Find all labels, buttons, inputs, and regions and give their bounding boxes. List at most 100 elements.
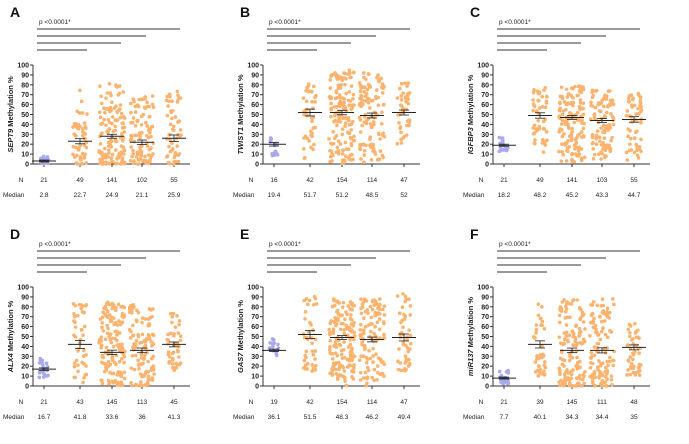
median-row-label: Median — [233, 414, 255, 421]
data-point — [375, 320, 380, 325]
data-point — [113, 124, 118, 129]
data-point — [399, 368, 404, 373]
data-point — [333, 136, 337, 141]
data-point — [359, 297, 363, 302]
data-point — [569, 376, 574, 381]
data-point — [630, 338, 634, 342]
data-point — [381, 360, 385, 364]
median-value: 22.7 — [74, 192, 87, 199]
data-point — [73, 320, 77, 325]
data-point — [72, 314, 77, 319]
data-point — [334, 322, 339, 326]
data-point — [625, 109, 630, 113]
data-point — [107, 382, 111, 386]
data-point — [607, 316, 611, 320]
data-point — [568, 111, 573, 116]
data-point — [590, 135, 595, 140]
data-point — [590, 361, 595, 366]
n-value: 39 — [536, 399, 544, 406]
data-point — [129, 380, 133, 385]
data-point — [115, 118, 120, 122]
data-point — [351, 370, 356, 374]
data-point — [607, 359, 612, 364]
data-point — [563, 309, 568, 314]
y-axis-label: miR137 Methylation % — [466, 297, 475, 377]
data-point — [594, 142, 599, 147]
y-tick-label: 40 — [481, 122, 489, 129]
data-point — [540, 141, 545, 145]
data-point — [363, 94, 368, 98]
data-point — [132, 159, 136, 163]
data-point — [612, 302, 616, 307]
data-point — [149, 146, 153, 150]
data-point — [341, 300, 346, 305]
data-point — [597, 374, 602, 379]
data-point — [108, 332, 113, 336]
data-point — [602, 136, 607, 140]
data-point — [362, 153, 367, 157]
data-point — [152, 372, 156, 376]
y-tick-label: 40 — [251, 344, 259, 351]
median-value: 48.3 — [336, 414, 349, 421]
data-point — [365, 381, 369, 386]
data-point — [79, 306, 83, 311]
data-point — [404, 297, 408, 302]
data-point — [596, 102, 600, 107]
data-point — [540, 94, 544, 99]
data-point — [97, 110, 102, 115]
data-point — [374, 352, 378, 356]
data-point — [143, 343, 148, 348]
data-point — [566, 149, 570, 154]
data-point — [632, 103, 637, 108]
data-point — [171, 311, 176, 316]
data-point — [330, 356, 335, 361]
data-point — [73, 375, 78, 380]
data-point — [583, 370, 587, 374]
data-point — [593, 375, 598, 380]
median-value: 48.5 — [366, 192, 379, 199]
data-point — [122, 360, 126, 365]
data-point — [118, 115, 123, 120]
data-point — [583, 327, 587, 331]
y-tick-label: 60 — [251, 324, 259, 331]
data-point — [639, 105, 644, 109]
data-point — [371, 360, 375, 364]
data-point — [270, 341, 275, 346]
data-point — [399, 141, 404, 145]
data-point — [115, 333, 119, 337]
data-point — [101, 311, 106, 315]
n-value: 21 — [40, 399, 48, 406]
data-point — [139, 153, 144, 158]
data-point — [628, 334, 632, 339]
data-point — [145, 381, 150, 385]
y-tick-label: 80 — [481, 304, 489, 311]
data-point — [603, 125, 608, 129]
data-point — [594, 330, 598, 335]
data-point — [102, 146, 107, 151]
data-point — [121, 121, 125, 126]
data-point — [375, 312, 380, 317]
data-point — [569, 132, 574, 137]
data-point — [532, 104, 537, 108]
data-point — [601, 104, 606, 109]
data-point — [145, 337, 150, 341]
data-point — [600, 373, 605, 378]
data-point — [357, 81, 362, 85]
data-point — [602, 311, 606, 316]
data-point — [378, 76, 383, 81]
data-point — [170, 315, 175, 319]
n-value: 113 — [137, 399, 148, 406]
data-point — [334, 371, 339, 376]
data-point — [120, 132, 124, 136]
data-point — [135, 118, 140, 123]
data-point — [100, 325, 104, 330]
data-point — [382, 304, 387, 308]
data-point — [336, 83, 341, 87]
data-point — [134, 154, 139, 159]
data-point — [333, 113, 337, 118]
data-point — [101, 355, 106, 360]
data-point — [129, 137, 133, 141]
data-point — [44, 361, 49, 366]
data-point — [532, 123, 537, 128]
